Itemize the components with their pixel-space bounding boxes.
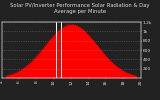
Text: Solar PV/Inverter Performance Solar Radiation & Day Average per Minute: Solar PV/Inverter Performance Solar Radi… — [10, 3, 150, 14]
